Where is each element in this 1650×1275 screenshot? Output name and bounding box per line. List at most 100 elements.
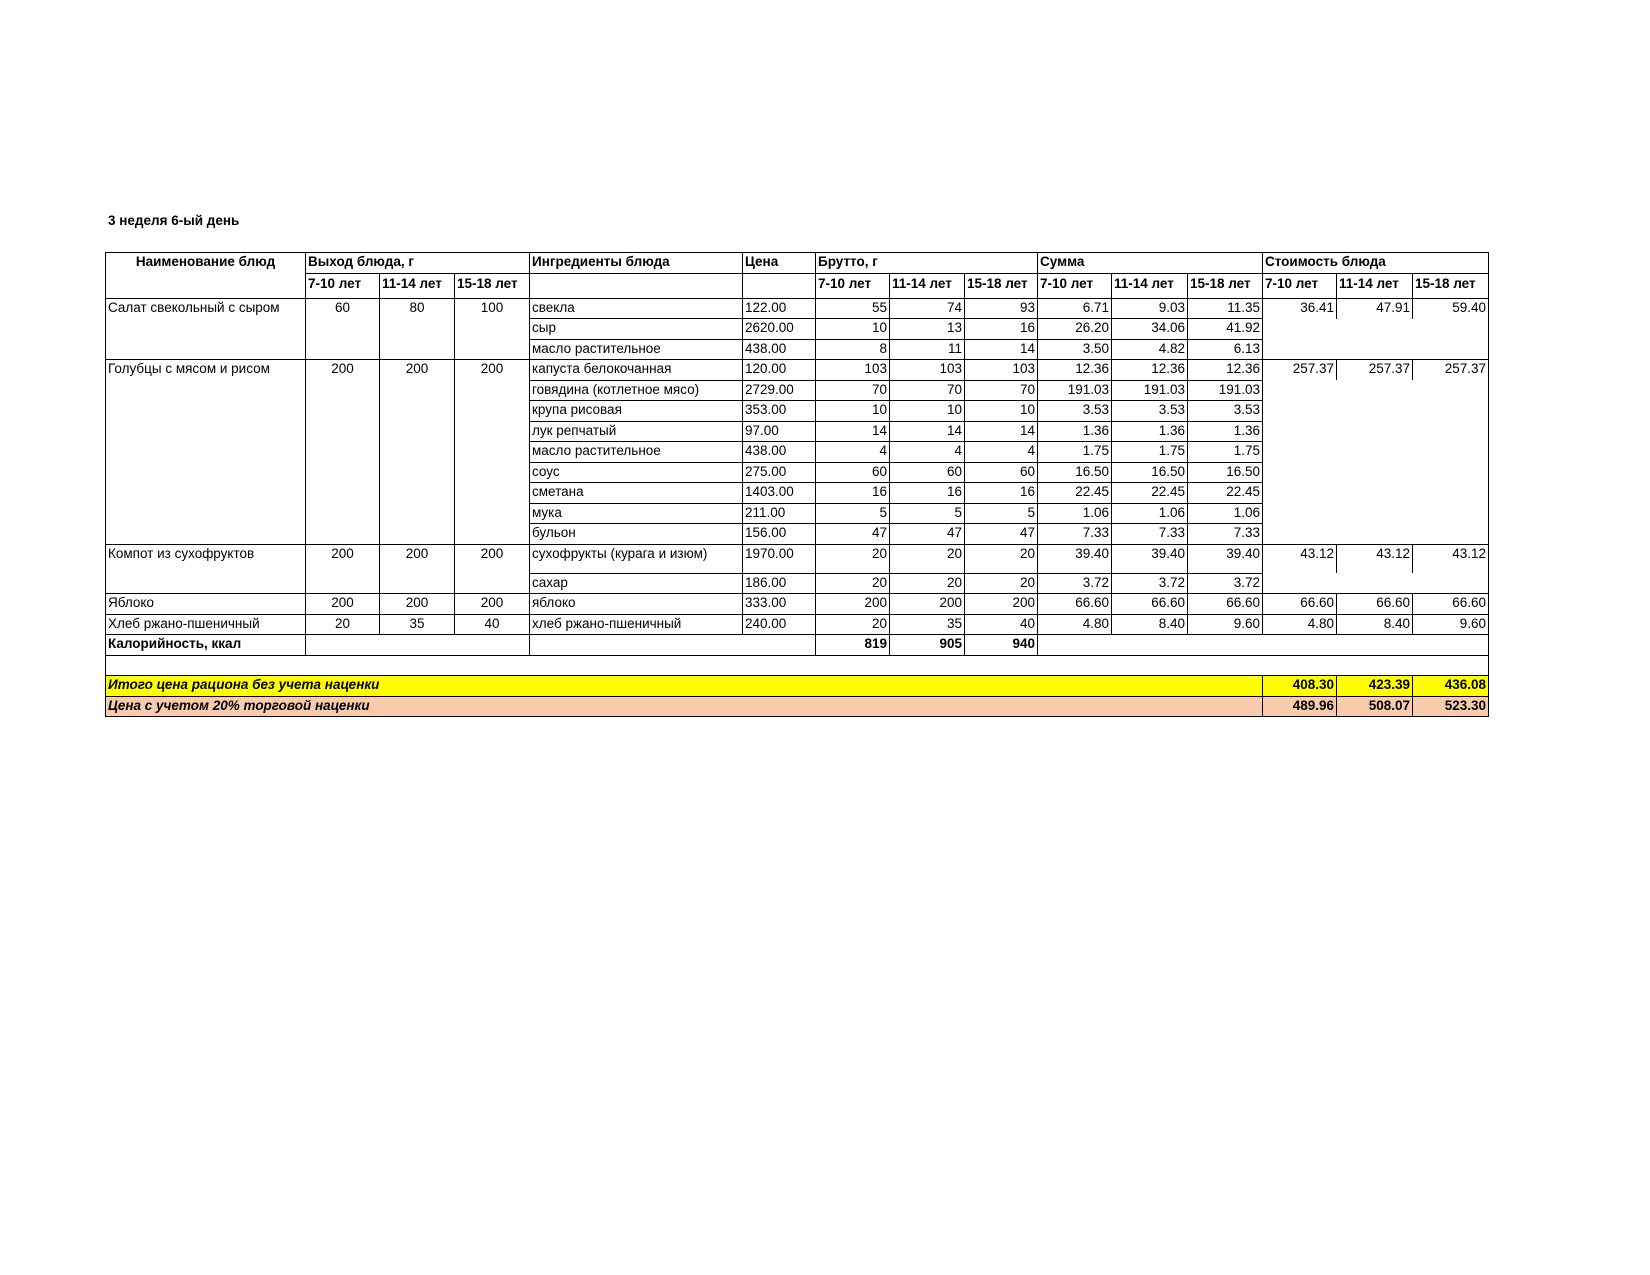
ingredient-price: 186.00 xyxy=(742,572,816,594)
ingredient-brutto: 20 xyxy=(815,543,890,574)
table-row: Яблоко 200 200 200 яблоко 333.00 200 200 200 66.6… xyxy=(105,593,1489,615)
ingredient-name: капуста белокочанная xyxy=(529,359,743,381)
ingredient-brutto: 35 xyxy=(889,613,965,635)
ingredient-brutto: 14 xyxy=(889,420,965,442)
ingredient-brutto: 20 xyxy=(889,543,965,574)
header-output-age: 7-10 лет xyxy=(305,272,380,299)
dish-output: 40 xyxy=(454,613,530,635)
ingredient-sum: 191.03 xyxy=(1111,379,1188,401)
total-value: 408.30 xyxy=(1262,675,1337,697)
header-output-age: 15-18 лет xyxy=(454,272,530,299)
ingredient-price: 122.00 xyxy=(742,297,816,319)
ingredient-price: 211.00 xyxy=(742,502,816,524)
table-row: Голубцы с мясом и рисом 200 200 200 капуста … xyxy=(105,359,1489,545)
ingredient-sum: 3.72 xyxy=(1037,572,1112,594)
ingredient-name: сухофрукты (курага и изюм) xyxy=(529,543,743,574)
ingredient-sum: 1.36 xyxy=(1187,420,1263,442)
ingredient-sum: 1.06 xyxy=(1187,502,1263,524)
dish-output: 200 xyxy=(305,593,380,615)
dish-cost: 66.60 xyxy=(1412,593,1489,615)
ingredient-sum: 66.60 xyxy=(1111,593,1188,615)
header-dish-name: Наименование блюд xyxy=(105,252,306,273)
ingredient-sum: 16.50 xyxy=(1111,461,1188,483)
ingredient-brutto: 40 xyxy=(964,613,1038,635)
ingredient-brutto: 10 xyxy=(815,318,890,340)
dish-cost: 66.60 xyxy=(1336,593,1413,615)
ingredient-brutto: 47 xyxy=(889,523,965,545)
header-ingredients-empty xyxy=(529,272,743,299)
ingredient-brutto: 20 xyxy=(889,572,965,594)
ingredient-sum: 22.45 xyxy=(1187,482,1263,504)
ingredient-name: бульон xyxy=(529,523,743,545)
ingredient-name: мука xyxy=(529,502,743,524)
ingredient-brutto: 16 xyxy=(889,482,965,504)
ingredient-price: 1403.00 xyxy=(742,482,816,504)
dish-output: 200 xyxy=(305,359,380,545)
ingredient-sum: 191.03 xyxy=(1187,379,1263,401)
ingredient-brutto: 16 xyxy=(815,482,890,504)
ingredient-brutto: 70 xyxy=(815,379,890,401)
header-sum-age: 7-10 лет xyxy=(1037,272,1112,299)
ingredient-sum: 3.53 xyxy=(1037,400,1112,422)
ingredient-sum: 3.50 xyxy=(1037,338,1112,360)
ingredient-sum: 16.50 xyxy=(1037,461,1112,483)
dish-name: Салат свекольный с сыром xyxy=(105,297,306,360)
ingredient-price: 438.00 xyxy=(742,441,816,463)
dish-output: 200 xyxy=(379,543,455,594)
ingredient-name: соус xyxy=(529,461,743,483)
ingredient-brutto: 70 xyxy=(889,379,965,401)
ingredient-sum: 1.75 xyxy=(1111,441,1188,463)
ingredient-sum: 39.40 xyxy=(1037,543,1112,574)
header-sum: Сумма xyxy=(1037,252,1263,274)
ingredient-sum: 3.53 xyxy=(1187,400,1263,422)
table-row: сыр 2620.00 10 13 16 26.20 34.06 41.92 xyxy=(106,318,1489,360)
ingredient-price: 275.00 xyxy=(742,461,816,483)
total-markup-value: 508.07 xyxy=(1336,695,1413,717)
ingredient-brutto: 20 xyxy=(964,543,1038,574)
ingredient-name: хлеб ржано-пшеничный xyxy=(529,613,743,635)
dish-cost: 257.37 xyxy=(1412,359,1489,380)
dish-cost: 47.91 xyxy=(1336,297,1413,319)
ingredient-sum: 66.60 xyxy=(1187,593,1263,615)
calories-value: 819 xyxy=(815,634,890,656)
table-row: мука 211.00 5 5 5 1.06 1.06 1.06 xyxy=(106,502,1489,524)
dish-cost-empty xyxy=(1262,380,1489,545)
dish-cost: 43.12 xyxy=(1336,543,1413,573)
ingredient-brutto: 103 xyxy=(964,359,1038,381)
ingredient-sum: 11.35 xyxy=(1187,297,1263,319)
ingredient-sum: 39.40 xyxy=(1111,543,1188,574)
dish-output: 35 xyxy=(379,613,455,635)
ingredient-sum: 6.71 xyxy=(1037,297,1112,319)
ingredient-name: сыр xyxy=(529,318,743,340)
ingredient-sum: 4.82 xyxy=(1111,338,1188,360)
dish-cost: 8.40 xyxy=(1336,613,1413,635)
table-row: Хлеб ржано-пшеничный 20 35 40 хлеб ржано-пше… xyxy=(105,613,1489,635)
ingredient-sum: 12.36 xyxy=(1187,359,1263,381)
ingredient-brutto: 14 xyxy=(964,338,1038,360)
calories-label: Калорийность, ккал xyxy=(105,634,306,656)
ingredient-name: сметана xyxy=(529,482,743,504)
total-markup-label: Цена с учетом 20% торговой наценки xyxy=(105,695,1263,717)
ingredient-brutto: 60 xyxy=(815,461,890,483)
total-markup-row: Цена с учетом 20% торговой наценки 489.96… xyxy=(105,695,1489,717)
ingredient-sum: 34.06 xyxy=(1111,318,1188,340)
table-row: Компот из сухофруктов 200 200 200 сухофрукты… xyxy=(105,543,1489,594)
ingredient-brutto: 47 xyxy=(964,523,1038,545)
total-row: Итого цена рациона без учета наценки 408.… xyxy=(105,675,1489,697)
ingredient-brutto: 13 xyxy=(889,318,965,340)
table-row: Салат свекольный с сыром 60 80 100 свекла 122… xyxy=(105,297,1489,360)
header-output: Выход блюда, г xyxy=(305,252,530,274)
menu-cost-table: Наименование блюд Выход блюда, г Ингреди… xyxy=(105,252,1489,717)
ingredient-brutto: 103 xyxy=(815,359,890,381)
header-dish-cost-age: 11-14 лет xyxy=(1336,272,1413,299)
empty-cell xyxy=(529,634,816,656)
header-brutto-age: 7-10 лет xyxy=(815,272,890,299)
ingredient-sum: 4.80 xyxy=(1037,613,1112,635)
dish-cost-empty xyxy=(1262,318,1489,360)
ingredient-brutto: 5 xyxy=(964,502,1038,524)
ingredient-sum: 7.33 xyxy=(1187,523,1263,545)
header-price-empty xyxy=(742,272,816,299)
total-label: Итого цена рациона без учета наценки xyxy=(105,675,1263,697)
ingredient-brutto: 5 xyxy=(889,502,965,524)
header-dish-cost-age: 7-10 лет xyxy=(1262,272,1337,299)
